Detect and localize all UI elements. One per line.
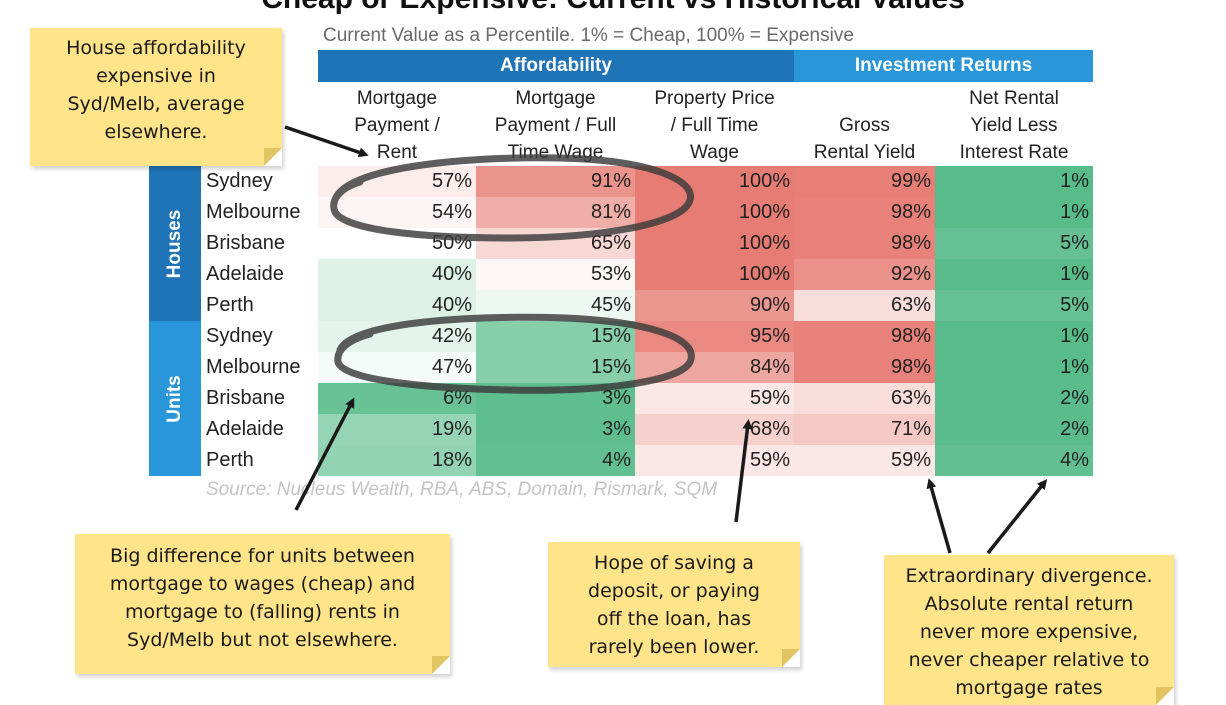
- table-cell: 1%: [935, 259, 1093, 290]
- column-header-line: Rent: [376, 142, 418, 163]
- column-header-1: Mortgage Payment / Rent: [318, 86, 476, 166]
- column-header-line: Payment /: [354, 115, 440, 136]
- investment-returns-group-header: Investment Returns: [794, 50, 1093, 82]
- row-label-brisbane-houses: Brisbane: [206, 232, 285, 254]
- table-cell: 100%: [635, 166, 794, 197]
- table-cell: 1%: [935, 321, 1093, 352]
- table-cell: 98%: [794, 197, 935, 228]
- table-cell: 92%: [794, 259, 935, 290]
- column-header-3: Property Price / Full Time Wage: [635, 86, 794, 166]
- row-label-melbourne-houses: Melbourne: [206, 201, 301, 223]
- table-cell: 4%: [935, 445, 1093, 476]
- table-cell: 63%: [794, 290, 935, 321]
- table-cell: 18%: [318, 445, 476, 476]
- column-header-line: Mortgage: [515, 88, 596, 109]
- column-header-line: Net Rental: [969, 88, 1059, 109]
- table-cell: 5%: [935, 228, 1093, 259]
- table-cell: 40%: [318, 290, 476, 321]
- table-cell: 2%: [935, 383, 1093, 414]
- table-cell: 4%: [476, 445, 635, 476]
- row-label-adelaide-units: Adelaide: [206, 418, 284, 440]
- table-cell: 2%: [935, 414, 1093, 445]
- circle-mark-houses: [330, 154, 694, 242]
- column-header-4: Gross Rental Yield: [794, 86, 935, 166]
- table-cell: 98%: [794, 228, 935, 259]
- table-cell: 47%: [318, 352, 476, 383]
- arrow-note4-left: [926, 478, 952, 554]
- table-cell: 15%: [476, 321, 635, 352]
- arrow-note2: [294, 397, 355, 511]
- chart-title: Cheap or Expensive: Current vs Historica…: [0, 0, 1226, 16]
- table-cell: 40%: [318, 259, 476, 290]
- table-cell: 91%: [476, 166, 635, 197]
- table-cell: 59%: [635, 445, 794, 476]
- arrow-note1: [284, 125, 369, 158]
- table-cell: 5%: [935, 290, 1093, 321]
- note-divergence: Extraordinary divergence. Absolute rental…: [884, 555, 1174, 705]
- note-house-affordability: House affordability expensive in Syd/Melb,…: [30, 28, 282, 166]
- table-cell: 98%: [794, 352, 935, 383]
- units-side-label: Units: [149, 321, 201, 476]
- row-label-perth-units: Perth: [206, 449, 254, 471]
- column-header-line: Property Price: [654, 88, 775, 109]
- table-cell: 98%: [794, 321, 935, 352]
- table-cell: 100%: [635, 197, 794, 228]
- column-header-line: Rental Yield: [813, 142, 916, 163]
- source-note: Source: Nucleus Wealth, RBA, ABS, Domain…: [206, 479, 718, 500]
- arrow-note4-right: [986, 479, 1048, 555]
- table-cell: 59%: [794, 445, 935, 476]
- column-header-line: Payment / Full: [494, 115, 617, 136]
- table-cell: 68%: [635, 414, 794, 445]
- table-cell: 84%: [635, 352, 794, 383]
- table-cell: 100%: [635, 259, 794, 290]
- table-cell: 99%: [794, 166, 935, 197]
- row-label-melbourne-units: Melbourne: [206, 356, 301, 378]
- table-cell: 15%: [476, 352, 635, 383]
- table-cell: 1%: [935, 352, 1093, 383]
- table-cell: 59%: [635, 383, 794, 414]
- row-label-adelaide-houses: Adelaide: [206, 263, 284, 285]
- table-cell: 3%: [476, 414, 635, 445]
- table-cell: 95%: [635, 321, 794, 352]
- table-cell: 81%: [476, 197, 635, 228]
- arrow-note3: [734, 419, 753, 523]
- column-header-line: Wage: [690, 142, 739, 163]
- circle-mark-units: [334, 313, 695, 394]
- annotation-marks: [284, 125, 1048, 555]
- table-cell: 1%: [935, 197, 1093, 228]
- column-header-line: Yield Less: [970, 115, 1058, 136]
- note-saving-deposit: Hope of saving a deposit, or paying off th…: [548, 542, 800, 667]
- row-label-sydney-houses: Sydney: [206, 170, 273, 192]
- column-header-line: Interest Rate: [959, 142, 1069, 163]
- table-cell: 53%: [476, 259, 635, 290]
- affordability-group-header: Affordability: [318, 50, 794, 82]
- column-header-line: Mortgage: [356, 88, 438, 109]
- chart-subtitle: Current Value as a Percentile. 1% = Chea…: [323, 25, 854, 46]
- column-header-5: Net Rental Yield Less Interest Rate: [935, 86, 1093, 166]
- row-label-sydney-units: Sydney: [206, 325, 273, 347]
- table-cell: 1%: [935, 166, 1093, 197]
- column-header-line: Gross: [839, 115, 890, 136]
- houses-side-label: Houses: [149, 166, 201, 321]
- row-label-brisbane-units: Brisbane: [206, 387, 285, 409]
- note-units-difference: Big difference for units between mortgage…: [75, 534, 450, 674]
- table-cell: 63%: [794, 383, 935, 414]
- row-label-perth-houses: Perth: [206, 294, 254, 316]
- table-cell: 90%: [635, 290, 794, 321]
- column-header-line: / Full Time: [670, 115, 759, 136]
- table-cell: 100%: [635, 228, 794, 259]
- table-cell: 71%: [794, 414, 935, 445]
- table-cell: 45%: [476, 290, 635, 321]
